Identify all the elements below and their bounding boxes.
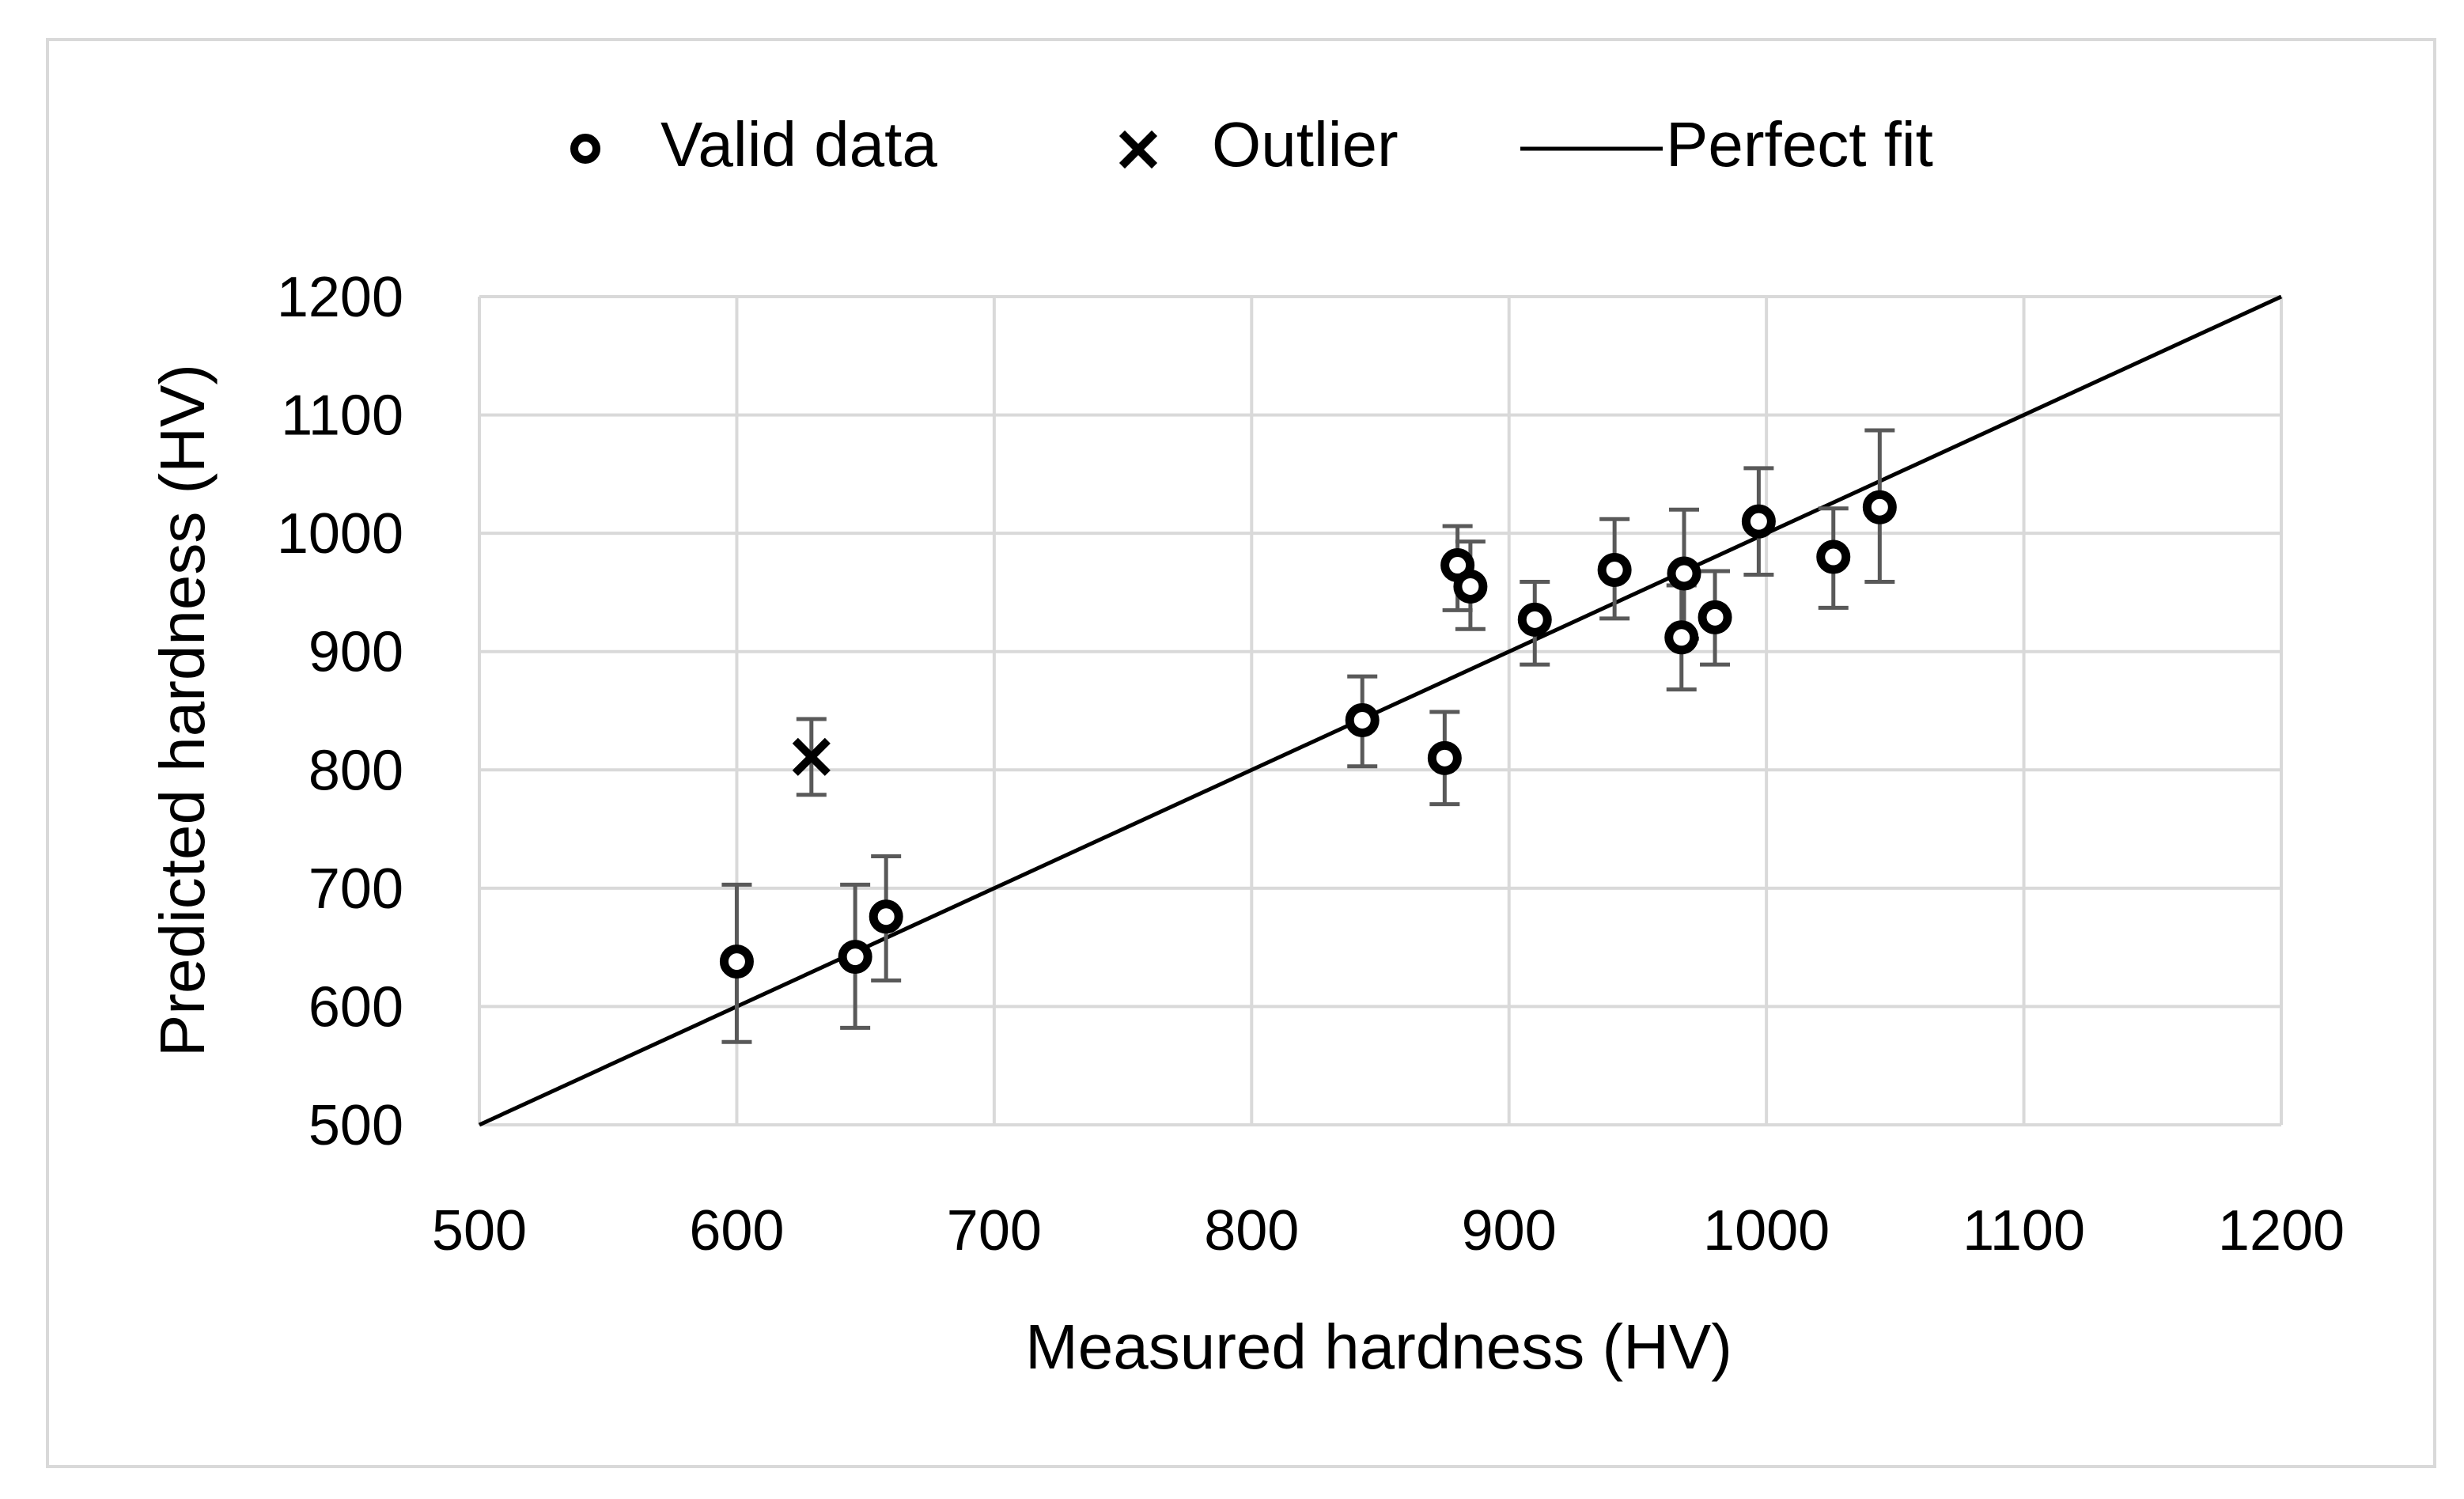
- y-tick-label: 900: [308, 621, 403, 684]
- y-tick-label: 1000: [277, 502, 403, 566]
- valid-data-point: [1597, 553, 1632, 588]
- valid-data-point: [1667, 556, 1701, 591]
- valid-data-point: [1741, 504, 1776, 539]
- y-tick-label: 500: [308, 1094, 403, 1157]
- outlier-stroke: [792, 737, 831, 776]
- grid: [478, 295, 2283, 1126]
- legend: Valid data Outlier Perfect fit: [570, 109, 1933, 180]
- perfect-fit-layer: [478, 294, 2283, 1127]
- error-bars: [721, 428, 1895, 1044]
- x-tick-label: 1100: [1962, 1199, 2085, 1262]
- valid-data-point: [1427, 740, 1462, 775]
- y-tick-label: 800: [308, 739, 403, 802]
- x-tick-label: 1000: [1703, 1199, 1830, 1262]
- y-tick-label: 1100: [281, 384, 403, 448]
- valid-data-point: [869, 899, 903, 934]
- y-tick-label: 1200: [277, 266, 403, 329]
- valid-data-point: [838, 940, 872, 975]
- legend-outlier-label: Outlier: [1212, 109, 1399, 180]
- x-tick-label: 900: [1462, 1199, 1557, 1262]
- tick-labels: 500 600 700 800 900 1000 1100 1200 500 600 700 800 9…: [277, 266, 2345, 1262]
- y-tick-label: 700: [308, 857, 403, 921]
- legend-perfect-fit-label: Perfect fit: [1666, 109, 1933, 180]
- outlier-point: [792, 737, 831, 776]
- valid-data-point: [1664, 620, 1699, 655]
- y-axis-title: Predicted hardness (HV): [147, 364, 218, 1057]
- legend-valid-data-label: Valid data: [660, 109, 937, 180]
- perfect-fit-line: [478, 294, 2283, 1127]
- x-tick-label: 500: [432, 1199, 527, 1262]
- x-axis-title: Measured hardness (HV): [1025, 1312, 1732, 1382]
- legend-valid-data-marker: [570, 134, 600, 164]
- x-tick-label: 600: [689, 1199, 784, 1262]
- valid-data-point: [1345, 702, 1380, 737]
- x-tick-label: 700: [947, 1199, 1042, 1262]
- x-tick-label: 1200: [2218, 1199, 2345, 1262]
- chart-frame: [46, 38, 2436, 1468]
- valid-data-point: [1517, 602, 1552, 637]
- y-tick-label: 600: [308, 975, 403, 1039]
- valid-data-point: [719, 944, 754, 979]
- legend-outlier-marker: [1118, 130, 1158, 169]
- x-tick-label: 800: [1204, 1199, 1299, 1262]
- valid-data-point: [1698, 600, 1732, 634]
- valid-data-point: [1862, 490, 1897, 524]
- valid-data-point: [1453, 569, 1488, 604]
- data-markers: [719, 490, 1897, 979]
- valid-data-point: [1816, 539, 1851, 574]
